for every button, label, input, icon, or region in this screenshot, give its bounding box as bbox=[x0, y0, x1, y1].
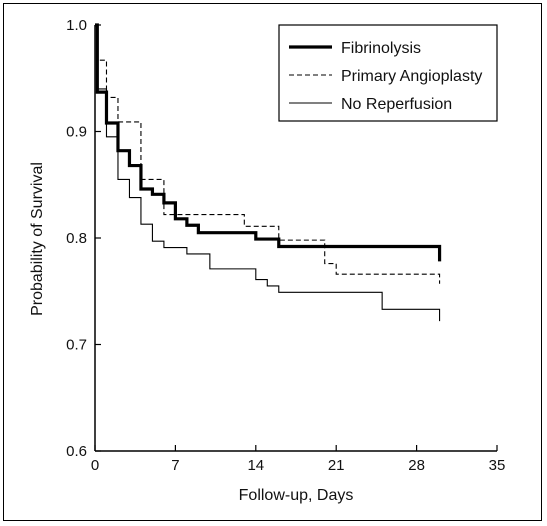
x-tick-label: 35 bbox=[489, 457, 506, 474]
legend-label: Primary Angioplasty bbox=[341, 68, 482, 85]
x-tick-label: 14 bbox=[247, 457, 264, 474]
legend: Fibrinolysis Primary Angioplasty No Reperf… bbox=[278, 24, 498, 122]
legend-label: No Reperfusion bbox=[341, 96, 452, 113]
series-line-2 bbox=[95, 24, 441, 322]
x-axis-title: Follow-up, Days bbox=[239, 487, 354, 504]
y-tick-label: 0.7 bbox=[66, 337, 87, 354]
axes: 0 7 14 21 28 35 0.6 0.7 0.8 0.9 1.0 bbox=[66, 17, 505, 474]
legend-label: Fibrinolysis bbox=[341, 40, 421, 57]
y-axis-title: Probability of Survival bbox=[29, 162, 46, 316]
series-layer bbox=[95, 23, 442, 322]
series-line-1 bbox=[95, 24, 441, 284]
series-line-0 bbox=[95, 23, 442, 262]
x-tick-label: 21 bbox=[328, 457, 345, 474]
y-tick-label: 0.9 bbox=[66, 124, 87, 141]
y-tick-label: 0.6 bbox=[66, 443, 87, 460]
x-tick-label: 28 bbox=[408, 457, 425, 474]
y-tick-label: 0.8 bbox=[66, 230, 87, 247]
y-tick-label: 1.0 bbox=[66, 17, 87, 34]
legend-box bbox=[278, 24, 498, 122]
x-tick-label: 7 bbox=[171, 457, 179, 474]
x-tick-label: 0 bbox=[91, 457, 99, 474]
